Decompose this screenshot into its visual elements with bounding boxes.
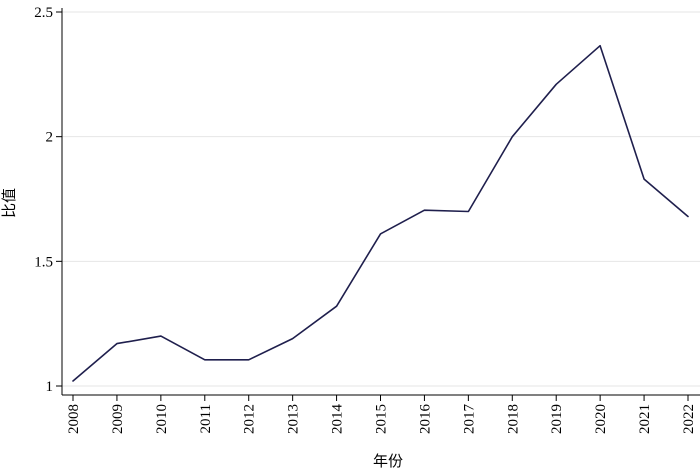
x-tick-label: 2021 — [637, 404, 653, 434]
x-tick-label: 2011 — [198, 404, 214, 433]
series-lines — [72, 44, 689, 382]
x-tick-label: 2018 — [505, 404, 521, 434]
x-tick-label: 2010 — [154, 404, 170, 434]
x-tick-label: 2014 — [330, 404, 346, 435]
x-axis-title: 年份 — [373, 452, 403, 470]
x-tick-label: 2008 — [66, 404, 82, 434]
x-tick-label: 2017 — [461, 404, 477, 435]
y-tick-label: 2 — [46, 130, 54, 146]
x-tick-label: 2012 — [242, 404, 258, 434]
y-tick-label: 2.5 — [34, 5, 53, 21]
y-axis-title: 比值 — [0, 188, 18, 218]
x-tick-label: 2013 — [286, 404, 302, 434]
y-tick-label: 1 — [46, 379, 54, 395]
grid-lines — [62, 11, 700, 387]
series-line — [72, 44, 689, 382]
y-axis-ticks: 1 1.5 2 2.5 — [34, 5, 62, 395]
y-tick-label: 1.5 — [34, 254, 53, 270]
x-axis-ticks: 2008 2009 2010 2011 2012 2013 2014 2015 2016 2017… — [66, 395, 697, 434]
x-tick-label: 2016 — [417, 404, 433, 435]
x-tick-label: 2020 — [593, 404, 609, 434]
x-tick-label: 2015 — [374, 404, 390, 434]
x-tick-label: 2009 — [110, 404, 126, 434]
x-tick-label: 2019 — [549, 404, 565, 434]
x-tick-label: 2022 — [681, 404, 697, 434]
